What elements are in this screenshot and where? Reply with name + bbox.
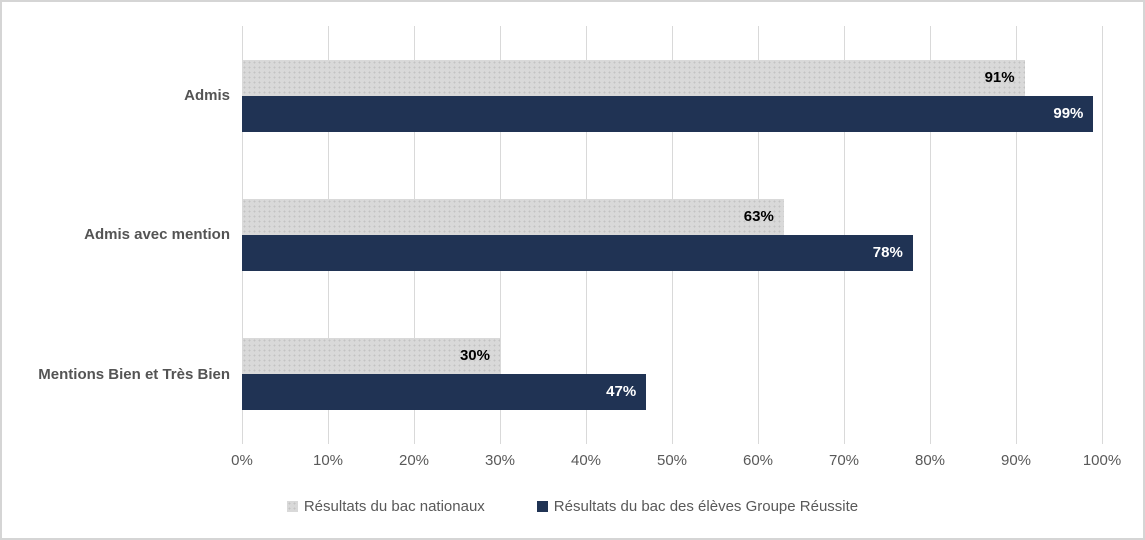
bar-value-label: 99% bbox=[1053, 104, 1084, 122]
bar: 30% bbox=[242, 338, 500, 375]
x-axis-tick-label: 40% bbox=[570, 452, 602, 469]
gridline bbox=[929, 26, 931, 444]
legend: Résultats du bac nationaux Résultats du b… bbox=[2, 498, 1143, 515]
x-axis-tick-label: 100% bbox=[1082, 452, 1122, 469]
legend-item: Résultats du bac des élèves Groupe Réuss… bbox=[536, 498, 859, 515]
bar: 47% bbox=[242, 374, 647, 411]
x-axis-tick-label: 0% bbox=[231, 452, 253, 469]
x-axis: 0% 10% 20% 30% 40% 50% 60% 70% 80% 90% 100% bbox=[231, 452, 1121, 474]
x-axis-tick-label: 30% bbox=[484, 452, 516, 469]
gridline bbox=[1015, 26, 1017, 444]
legend-label: Résultats du bac des élèves Groupe Réuss… bbox=[553, 498, 859, 515]
bar-value-label: 47% bbox=[606, 383, 637, 401]
bar: 99% bbox=[242, 95, 1094, 132]
x-axis-tick-label: 80% bbox=[914, 452, 946, 469]
bar-value-label: 30% bbox=[459, 347, 490, 365]
bar-value-label: 78% bbox=[872, 244, 903, 261]
x-axis-tick-label: 60% bbox=[742, 452, 774, 469]
x-axis-tick-label: 20% bbox=[398, 452, 430, 469]
bar: 78% bbox=[242, 235, 913, 271]
x-axis-tick-label: 90% bbox=[1000, 452, 1032, 469]
plot-area: 91% 99% 63% 78% 30% 47% bbox=[241, 26, 1103, 444]
category-label: Mentions Bien et Très Bien bbox=[38, 365, 230, 383]
x-axis-tick-label: 70% bbox=[828, 452, 860, 469]
legend-item: Résultats du bac nationaux bbox=[286, 498, 485, 515]
legend-label: Résultats du bac nationaux bbox=[303, 498, 485, 515]
gridline bbox=[1101, 26, 1103, 444]
legend-swatch bbox=[286, 501, 298, 512]
bar: 63% bbox=[242, 199, 784, 235]
x-axis-tick-label: 50% bbox=[656, 452, 688, 469]
bar-value-label: 91% bbox=[984, 68, 1015, 86]
category-label: Admis bbox=[184, 87, 230, 105]
bar-value-label: 63% bbox=[743, 208, 774, 225]
legend-swatch bbox=[536, 501, 548, 512]
bar: 91% bbox=[242, 59, 1025, 96]
category-label: Admis avec mention bbox=[84, 226, 230, 244]
x-axis-tick-label: 10% bbox=[312, 452, 344, 469]
